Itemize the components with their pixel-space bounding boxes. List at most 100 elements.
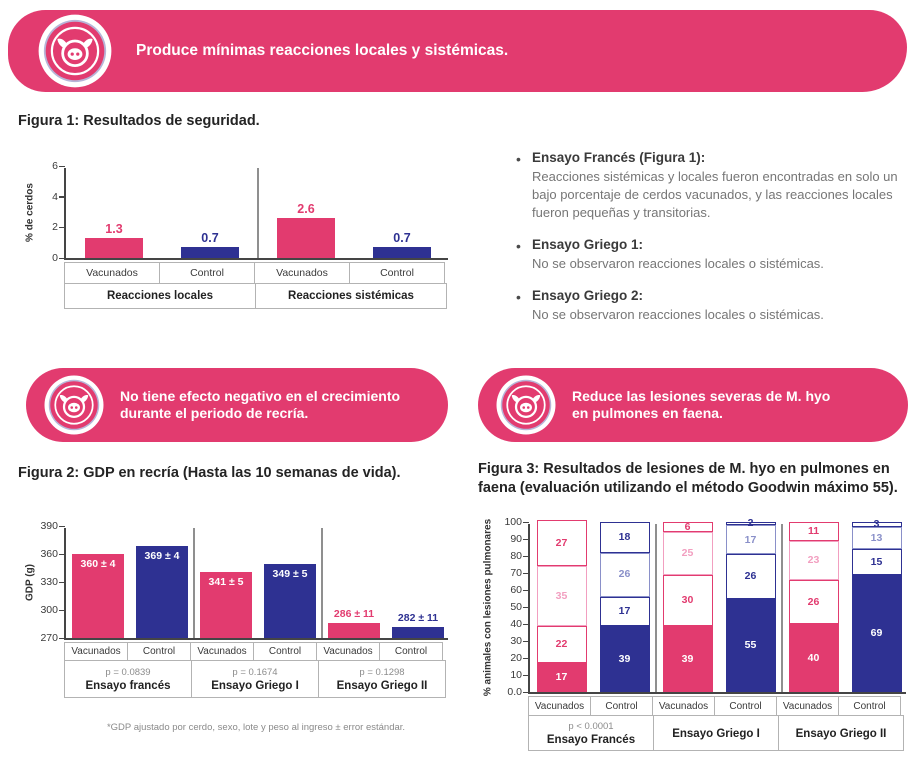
- group-label-cell: Reacciones locales: [64, 283, 256, 309]
- series-label-cell: Vacunados: [64, 642, 128, 661]
- group-divider: [321, 528, 323, 638]
- bar-value-label: 349 ± 5: [272, 568, 308, 581]
- bullet-icon: •: [516, 237, 521, 254]
- lesion-segment: 17: [599, 596, 650, 626]
- list-item: • Ensayo Francés (Figura 1): Reacciones …: [516, 150, 906, 222]
- figure1-title: Figura 1: Resultados de seguridad.: [18, 113, 260, 129]
- series-label-cell: Control: [349, 262, 445, 284]
- y-tick-mark: [523, 691, 529, 693]
- bar-value-label: 282 ± 11: [397, 611, 439, 624]
- group-label: Ensayo Francés: [546, 733, 636, 746]
- series-label-cell: Control: [127, 642, 191, 661]
- lesion-segment: 13: [851, 527, 902, 550]
- lesion-segment: 26: [599, 552, 650, 597]
- bar-control: [373, 247, 431, 258]
- figure2-chart: GDP (g) 270 300 330 360 390 360 ± 4 369 ± 4 341…: [18, 512, 463, 744]
- y-tick-mark: [59, 637, 65, 639]
- series-label-cell: Vacunados: [652, 696, 715, 716]
- banner-lesions-text: Reduce las lesiones severas de M. hyo en…: [572, 387, 831, 422]
- p-value: p = 0.1298: [359, 666, 405, 678]
- bar-vacunados: [200, 571, 252, 638]
- y-tick-mark: [523, 521, 529, 523]
- bar-control: [181, 247, 239, 258]
- y-tick-mark: [59, 165, 65, 167]
- y-tick-label: 70: [510, 567, 522, 579]
- series-label-cell: Control: [379, 642, 443, 661]
- y-tick-label: 80: [510, 550, 522, 562]
- bar-value-label: 286 ± 11: [333, 608, 375, 621]
- p-value: p < 0.0001: [568, 720, 614, 732]
- group-label: Ensayo Griego II: [336, 679, 428, 692]
- y-tick-mark: [59, 553, 65, 555]
- bar-vacunados: [277, 218, 335, 258]
- banner-growth: No tiene efecto negativo en el crecimien…: [26, 368, 448, 442]
- lesion-segment: 15: [851, 549, 902, 575]
- figure1-y-axis-label: % de cerdos: [24, 183, 36, 242]
- bullet-title: Ensayo Griego 1:: [532, 236, 644, 252]
- y-tick-mark: [523, 589, 529, 591]
- series-label-cell: Vacunados: [64, 262, 160, 284]
- series-label-row: Vacunados Control Vacunados Control Vacunado…: [528, 696, 904, 716]
- lesion-segment: 17: [725, 525, 776, 555]
- pig-logo-icon: [496, 375, 556, 435]
- series-label-cell: Control: [253, 642, 317, 661]
- y-tick-label: 100: [504, 516, 522, 528]
- figure1-axis-table: Vacunados Control Vacunados Control Reaccion…: [64, 262, 447, 309]
- series-label-row: Vacunados Control Vacunados Control Vacunado…: [64, 642, 446, 661]
- y-tick-mark: [59, 257, 65, 259]
- lesion-segment: 3: [851, 519, 902, 530]
- y-tick-label: 4: [52, 190, 58, 203]
- p-value: p = 0.1674: [232, 666, 278, 678]
- y-tick-label: 40: [510, 618, 522, 630]
- y-tick-mark: [523, 606, 529, 608]
- figure3-axis-table: Vacunados Control Vacunados Control Vacunado…: [528, 696, 904, 751]
- y-tick-mark: [523, 538, 529, 540]
- lesion-segment: 22: [536, 625, 587, 664]
- group-label: Ensayo Griego I: [211, 679, 299, 692]
- bullet-text: No se observaron reacciones locales o si…: [532, 306, 824, 322]
- y-tick-mark: [523, 640, 529, 642]
- figure2-axis-table: Vacunados Control Vacunados Control Vacunado…: [64, 642, 446, 698]
- pig-logo-graphic: [496, 375, 556, 435]
- pig-logo-icon: [44, 375, 104, 435]
- bullet-title: Ensayo Griego 2:: [532, 287, 644, 303]
- figure3-title: Figura 3: Resultados de lesiones de M. h…: [478, 461, 898, 496]
- series-label-cell: Vacunados: [776, 696, 839, 716]
- lesion-segment: 11: [788, 522, 839, 541]
- figure2-title: Figura 2: GDP en recría (Hasta las 10 se…: [18, 465, 401, 481]
- bar-control: [392, 626, 444, 638]
- figure1-plot-area: 0 2 4 6 1.3 0.7 2.6 0.7: [52, 160, 448, 264]
- figure3-chart: % animales con lesiones pulmonares 0.0 10…: [478, 510, 915, 772]
- y-tick-label: 60: [510, 584, 522, 596]
- group-cell: p = 0.1674 Ensayo Griego I: [191, 660, 319, 698]
- lesion-segment: 26: [788, 579, 839, 624]
- pig-logo-graphic: [44, 375, 104, 435]
- y-tick-mark: [59, 525, 65, 527]
- bar-value-label: 0.7: [393, 231, 411, 246]
- bullet-icon: •: [516, 288, 521, 305]
- lesion-segment: 2: [725, 518, 776, 529]
- figure3-plot-area: 0.0 10 20 30 40 50 60 70 80 90 100 17 22 35 27 39 17 26 18…: [504, 516, 906, 698]
- y-tick-label: 270: [40, 632, 58, 644]
- bar-value-label: 341 ± 5: [208, 575, 244, 588]
- y-tick-label: 20: [510, 652, 522, 664]
- y-tick-label: 50: [510, 601, 522, 613]
- group-label-row: p < 0.0001 Ensayo Francés Ensayo Griego I E…: [528, 715, 904, 751]
- group-cell: Ensayo Griego II: [778, 715, 904, 751]
- lesion-segment: 23: [788, 540, 839, 580]
- y-tick-label: 0.0: [507, 686, 522, 698]
- pig-logo-graphic: [38, 14, 112, 88]
- bar-control: [264, 564, 316, 638]
- lesion-segment: 55: [725, 598, 776, 692]
- bar-control: [136, 545, 188, 638]
- bullet-icon: •: [516, 151, 521, 167]
- group-cell: Ensayo Griego I: [653, 715, 779, 751]
- bullet-body: Ensayo Griego 2: No se observaron reacci…: [532, 288, 906, 324]
- y-tick-mark: [523, 572, 529, 574]
- group-label-row: Reacciones locales Reacciones sistémicas: [64, 283, 447, 309]
- bullet-body: Ensayo Francés (Figura 1): Reacciones si…: [532, 150, 906, 222]
- bullet-text: No se observaron reacciones locales o si…: [532, 255, 824, 271]
- bullet-body: Ensayo Griego 1: No se observaron reacci…: [532, 237, 906, 273]
- group-cell: p < 0.0001 Ensayo Francés: [528, 715, 654, 751]
